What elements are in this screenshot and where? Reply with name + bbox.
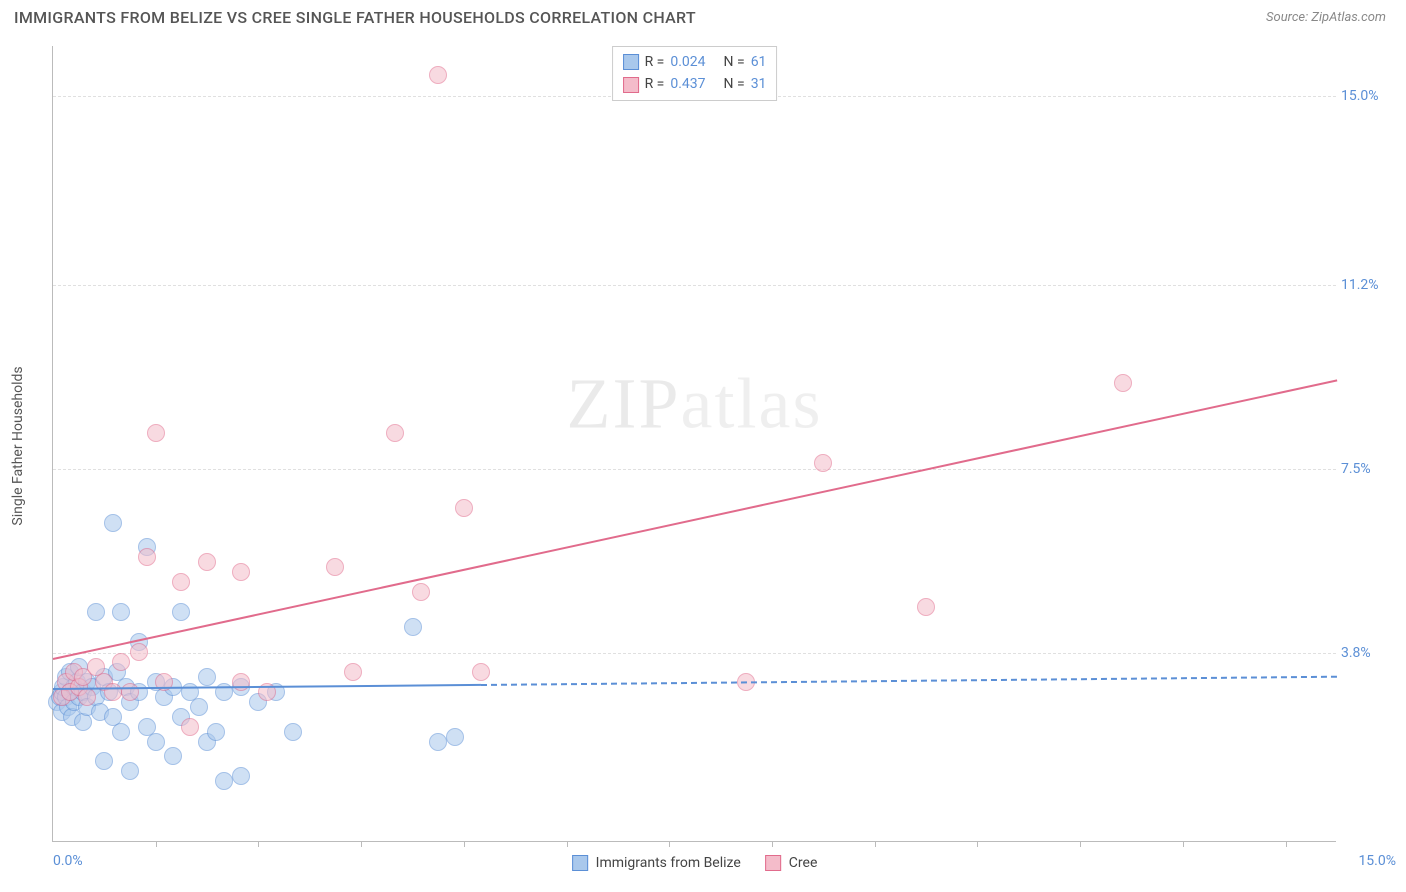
legend-swatch [623,77,639,93]
x-tick [1183,841,1184,847]
x-tick [567,841,568,847]
scatter-point [446,728,464,746]
scatter-point [198,553,216,571]
x-tick [1286,841,1287,847]
x-start-label: 0.0% [53,853,83,869]
scatter-point [198,668,216,686]
y-tick-label: 15.0% [1341,88,1396,104]
y-axis-label: Single Father Households [10,366,26,525]
scatter-point [472,663,490,681]
legend-row: R =0.437 N = 31 [623,73,767,95]
scatter-point [181,718,199,736]
x-tick [258,841,259,847]
scatter-point [404,618,422,636]
legend-n-value: 61 [751,51,767,73]
scatter-point [917,598,935,616]
scatter-point [207,723,225,741]
legend-swatch [765,855,781,871]
chart-source: Source: ZipAtlas.com [1266,10,1386,25]
x-tick [1080,841,1081,847]
x-tick [156,841,157,847]
scatter-point [112,723,130,741]
gridline [53,285,1336,286]
legend-bottom: Immigrants from Belize Cree [572,855,818,871]
scatter-point [1114,374,1132,392]
scatter-point [138,548,156,566]
watermark-part-a: ZIP [567,363,681,443]
scatter-point [344,663,362,681]
legend-n-value: 31 [751,73,767,95]
watermark: ZIPatlas [567,362,823,445]
x-end-label: 15.0% [1358,853,1396,869]
scatter-point [147,733,165,751]
y-tick-label: 7.5% [1341,461,1396,477]
x-tick [361,841,362,847]
chart-header: IMMIGRANTS FROM BELIZE VS CREE SINGLE FA… [0,0,1406,31]
scatter-point [78,688,96,706]
scatter-point [172,603,190,621]
legend-swatch [623,54,639,70]
legend-r-label: R = [645,51,665,73]
legend-row: R =0.024 N = 61 [623,51,767,73]
scatter-point [284,723,302,741]
scatter-point [232,563,250,581]
trend-line-solid [53,379,1337,660]
scatter-point [112,653,130,671]
y-tick-label: 11.2% [1341,277,1396,293]
scatter-point [104,514,122,532]
legend-label: Immigrants from Belize [596,855,741,871]
scatter-point [112,603,130,621]
legend-top: R =0.024 N = 61 R =0.437 N = 31 [612,46,778,101]
scatter-point [130,643,148,661]
scatter-point [172,573,190,591]
scatter-point [429,66,447,84]
legend-item: Cree [765,855,818,871]
scatter-point [104,683,122,701]
chart-title: IMMIGRANTS FROM BELIZE VS CREE SINGLE FA… [14,8,696,27]
scatter-point [412,583,430,601]
x-tick [669,841,670,847]
scatter-point [164,747,182,765]
scatter-point [121,683,139,701]
x-tick [464,841,465,847]
scatter-point [232,767,250,785]
legend-r-value: 0.024 [670,51,705,73]
scatter-point [455,499,473,517]
scatter-point [147,424,165,442]
x-tick [772,841,773,847]
scatter-point [386,424,404,442]
gridline [53,653,1336,654]
scatter-point [429,733,447,751]
scatter-point [326,558,344,576]
gridline [53,469,1336,470]
watermark-part-b: atlas [681,363,823,443]
scatter-point [121,762,139,780]
scatter-chart: ZIPatlas 3.8%7.5%11.2%15.0%0.0%15.0%R =0… [52,46,1336,842]
legend-swatch [572,855,588,871]
x-tick [977,841,978,847]
legend-r-label: R = [645,73,665,95]
scatter-point [814,454,832,472]
scatter-point [87,603,105,621]
x-tick [875,841,876,847]
y-tick-label: 3.8% [1341,645,1396,661]
trend-line-dashed [481,675,1337,685]
scatter-point [215,772,233,790]
legend-label: Cree [789,855,818,871]
legend-r-value: 0.437 [670,73,705,95]
scatter-point [95,752,113,770]
scatter-point [190,698,208,716]
legend-item: Immigrants from Belize [572,855,741,871]
legend-n-label: N = [724,73,745,95]
legend-n-label: N = [724,51,745,73]
